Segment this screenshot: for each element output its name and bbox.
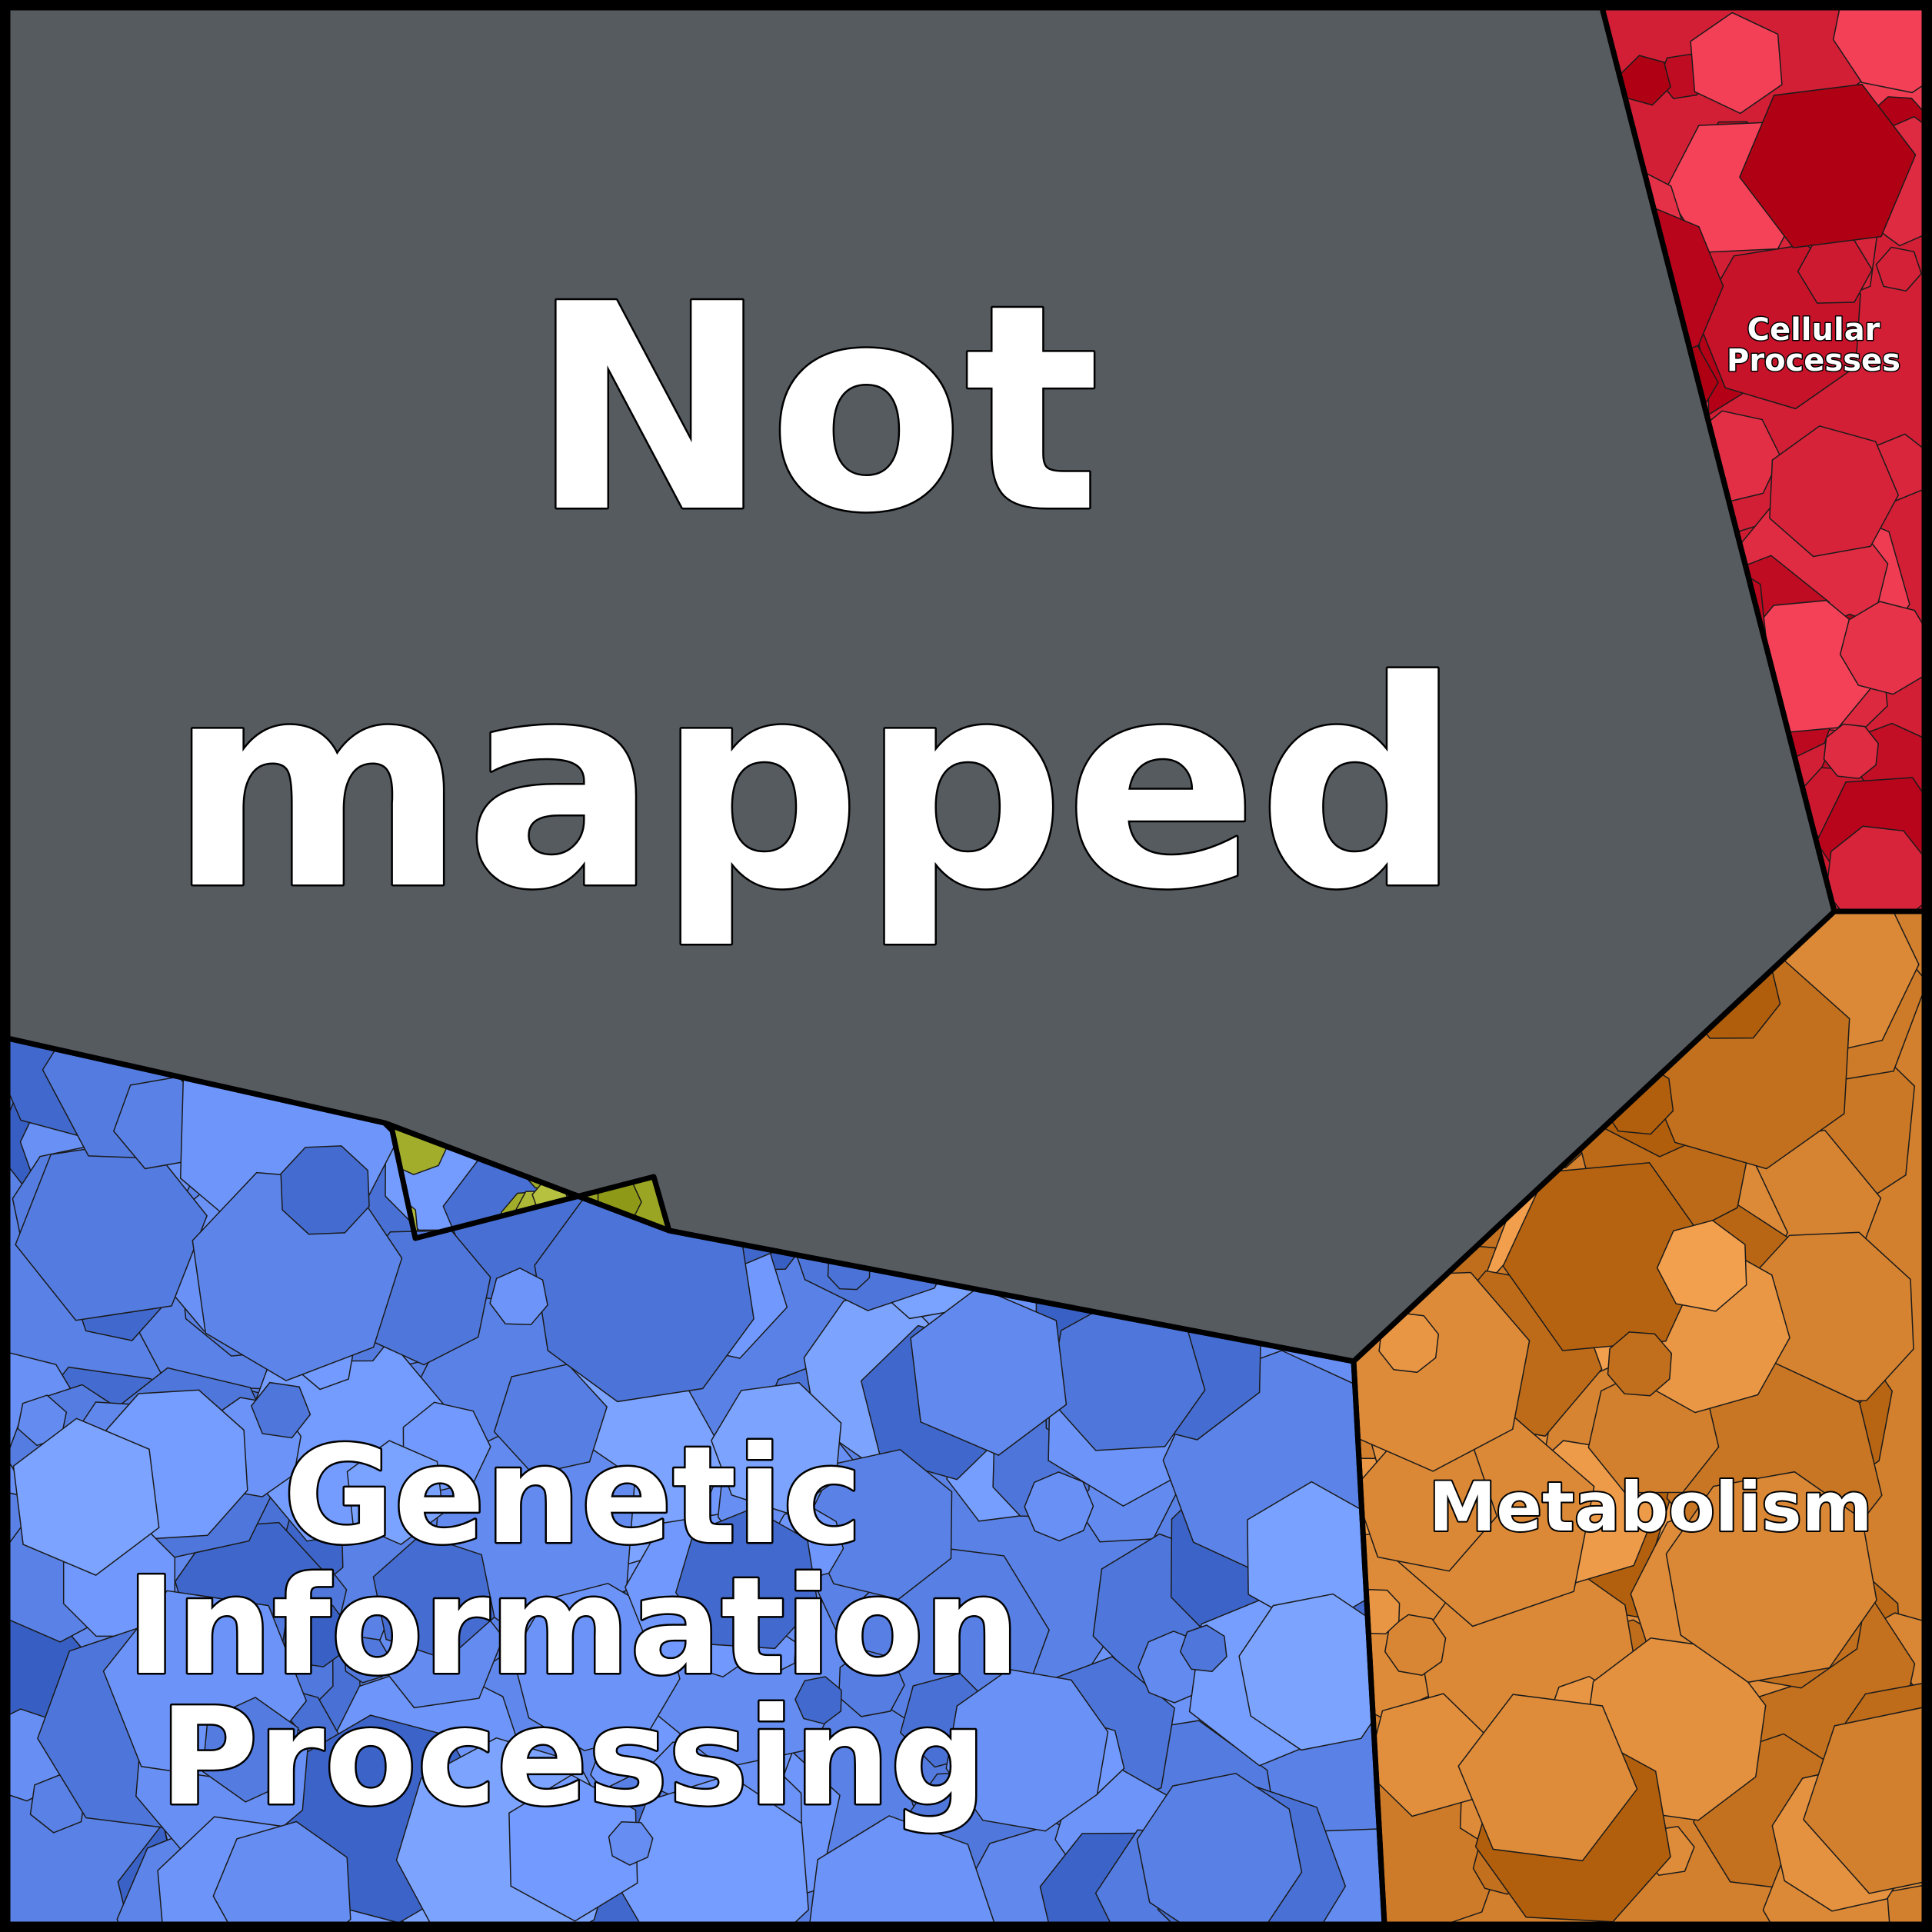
label-cellular-processes: Cellular Processes: [1727, 312, 1900, 378]
label-metabolism: Metabolism: [1429, 1467, 1873, 1547]
label-genetic-information-processing: Genetic Information Processing: [126, 1418, 1019, 1836]
subcell: [794, 1676, 842, 1725]
region-not-mapped: [8, 8, 1834, 1361]
subcell: [493, 1363, 608, 1475]
subcell: [372, 1534, 495, 1661]
subcell: [508, 1774, 638, 1922]
subcell: [945, 1668, 1109, 1832]
subcell: [250, 1381, 311, 1439]
subcell: [1238, 1593, 1384, 1751]
border-region-4: [381, 1120, 672, 1241]
subcell: [1607, 1331, 1673, 1397]
subcell: [1502, 1162, 1710, 1351]
label-line: Cellular: [1747, 312, 1880, 348]
subcell: [1136, 1773, 1303, 1924]
subcell: [489, 1267, 548, 1326]
label-line: Metabolism: [1429, 1467, 1873, 1547]
subcell: [1378, 1312, 1440, 1374]
subcell: [280, 1145, 370, 1235]
subcell: [1823, 723, 1879, 779]
subcell: [1457, 1694, 1638, 1862]
label-not-mapped: Not mapped: [169, 245, 1462, 952]
subcell: [1739, 83, 1917, 248]
subcell: [1665, 1471, 1877, 1684]
subcell: [711, 1382, 842, 1514]
subcell: [615, 1774, 809, 1924]
subcell: [1839, 601, 1924, 695]
subcell: [608, 1821, 654, 1866]
subcell: [675, 1507, 818, 1650]
subcell: [212, 1820, 351, 1924]
subcell: [346, 1440, 444, 1545]
subcell: [1803, 1704, 1924, 1894]
subcell: [15, 1139, 208, 1321]
subcell: [1179, 1624, 1227, 1672]
subcell: [1024, 1471, 1094, 1542]
label-line: Genetic: [284, 1418, 863, 1574]
subcell: [1875, 246, 1923, 292]
subcell: [17, 1394, 68, 1447]
subcell: [281, 1601, 349, 1667]
subcell: [806, 1815, 996, 1924]
subcell: [910, 1286, 1068, 1456]
subcell: [1690, 12, 1783, 115]
label-line: mapped: [169, 621, 1462, 952]
subcell: [1656, 1219, 1747, 1312]
label-line: Processing: [159, 1680, 986, 1836]
subcell: [12, 1417, 160, 1576]
subcell: [1769, 425, 1900, 558]
subcell: [202, 1697, 299, 1803]
subcell: [343, 1636, 391, 1684]
label-line: Processes: [1727, 343, 1900, 378]
label-line: Not: [531, 245, 1101, 575]
subcell: [1384, 1614, 1447, 1676]
subcell: [1832, 8, 1924, 94]
label-line: Information: [126, 1549, 1019, 1705]
